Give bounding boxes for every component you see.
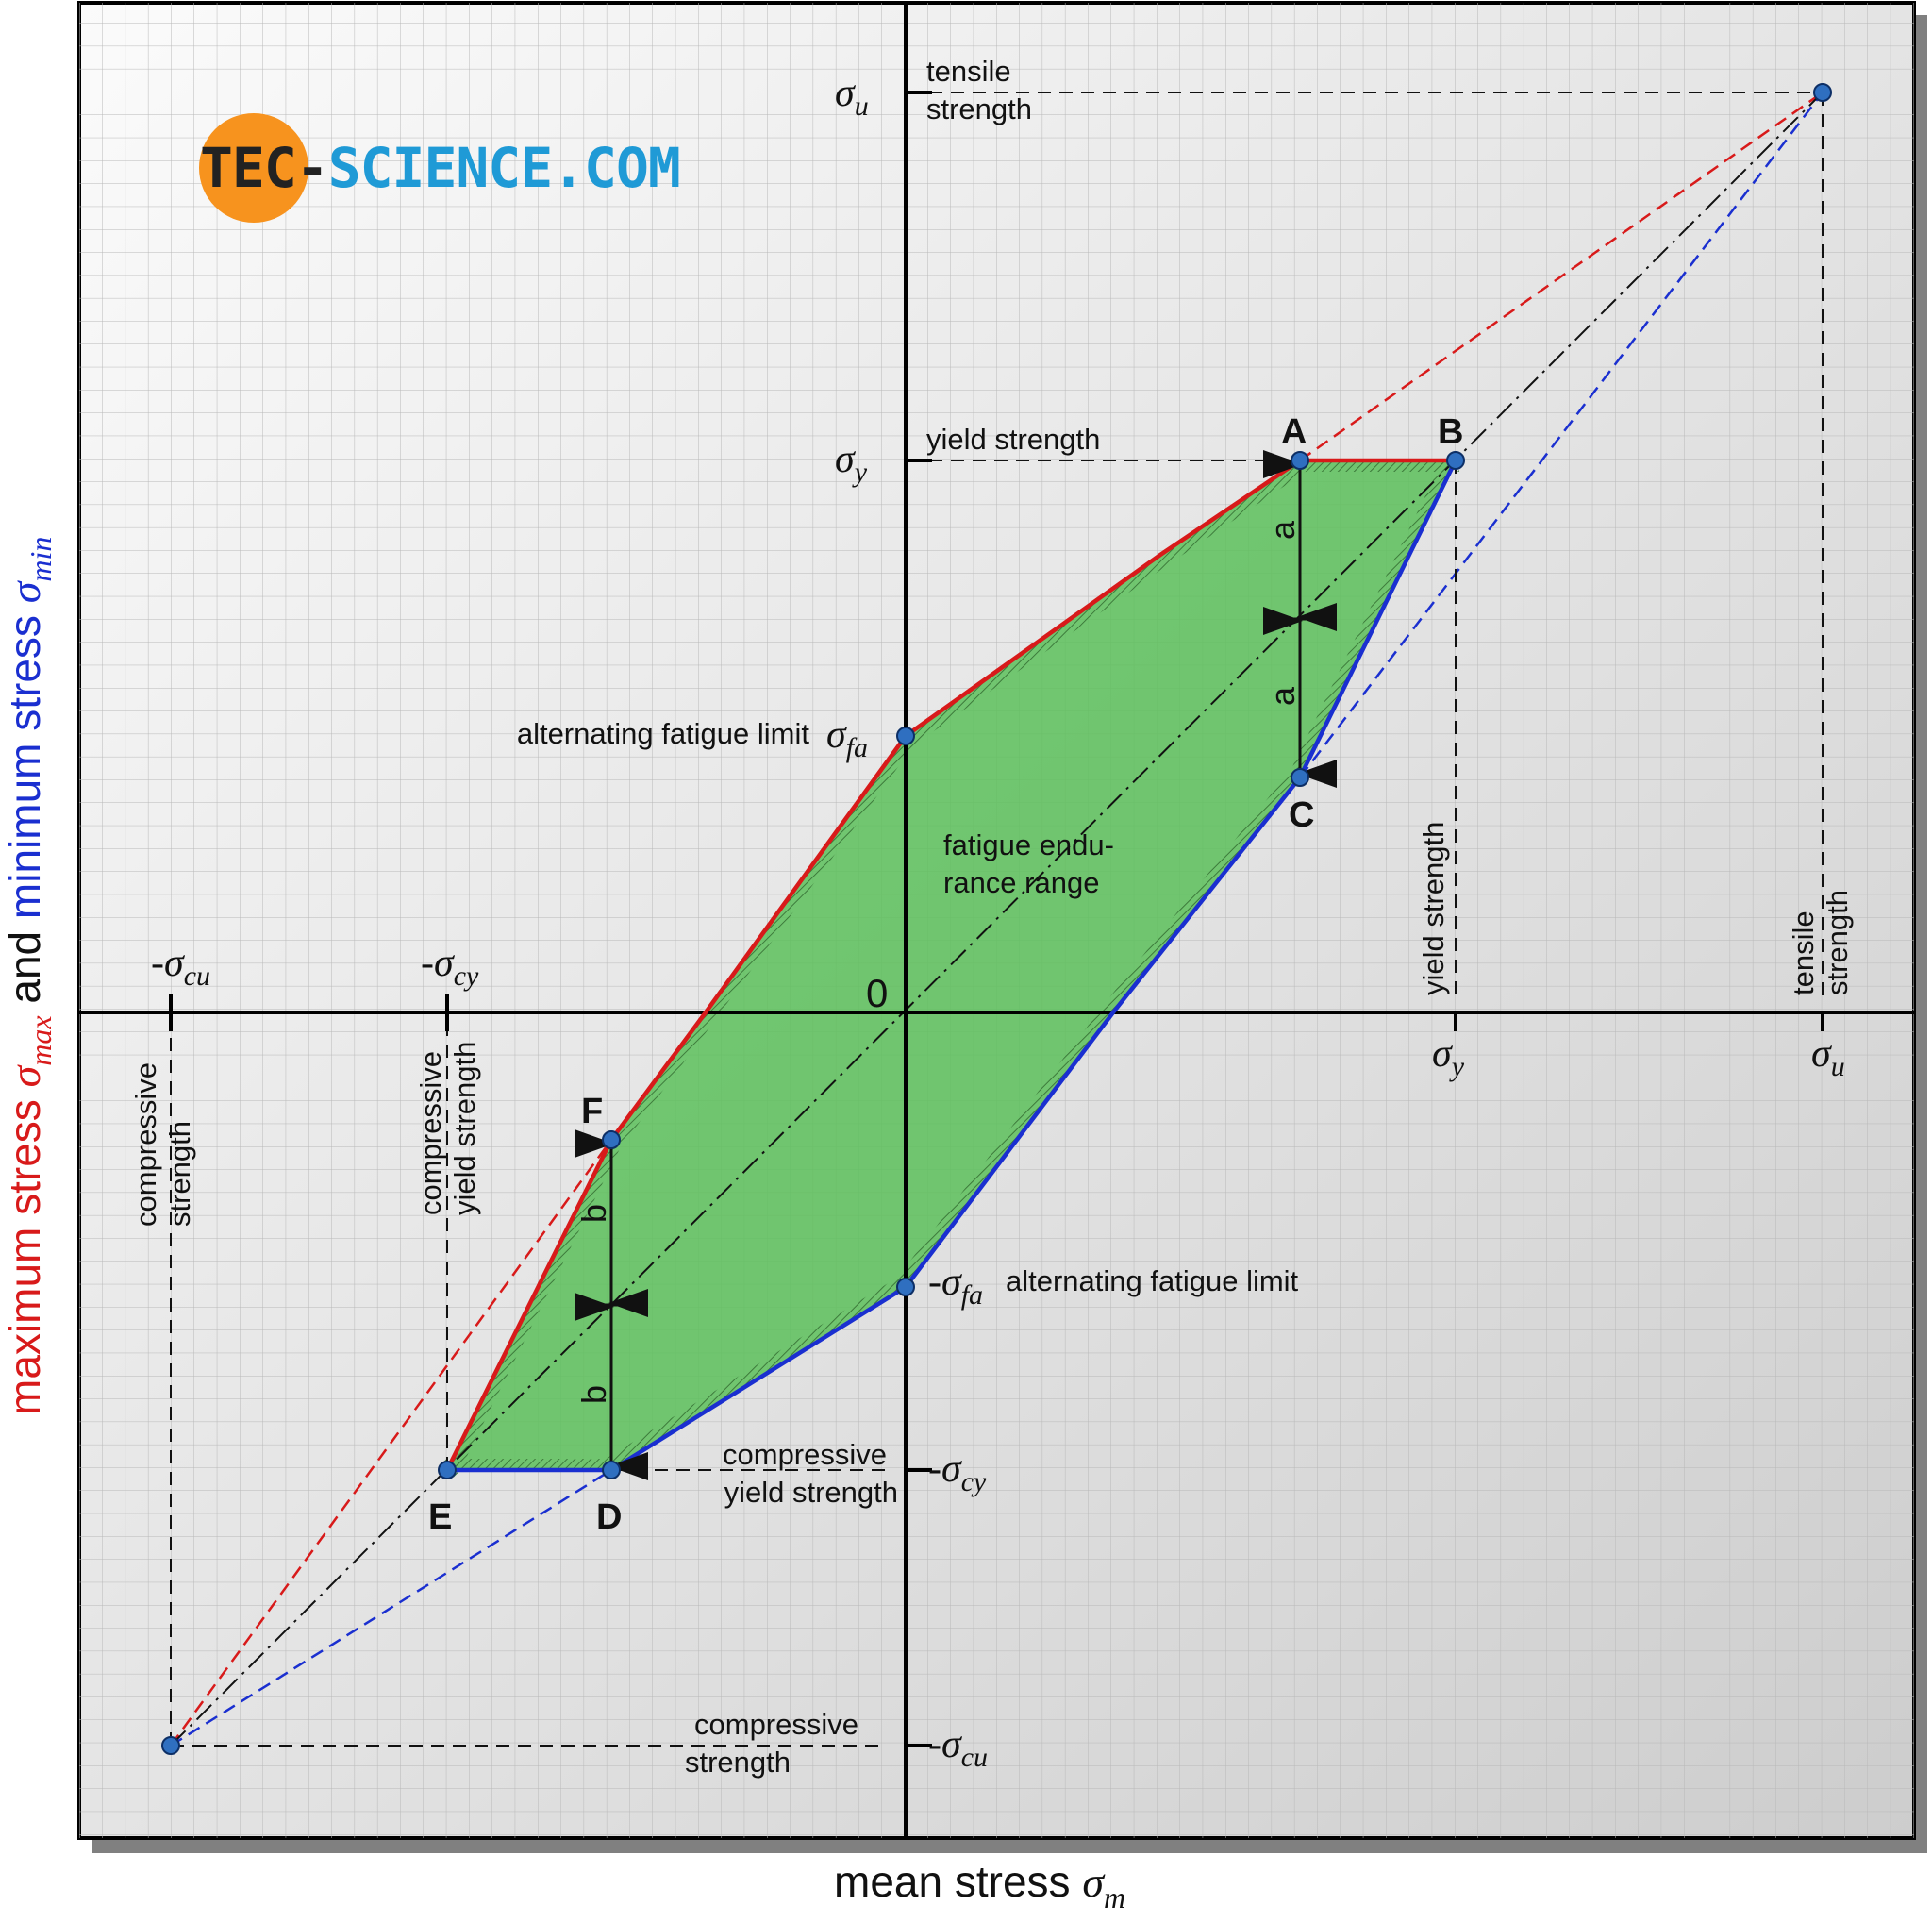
y-axis-title: maximum stress σmax and minimum stress σ… bbox=[0, 537, 58, 1415]
axis-ticks bbox=[169, 91, 1824, 1747]
x-axis-title: mean stress σm bbox=[834, 1857, 1125, 1914]
region-label-1: fatigue endu- bbox=[943, 828, 1114, 861]
max-extension-lower bbox=[169, 1139, 613, 1747]
point-A bbox=[1291, 451, 1309, 470]
y-tick-sigma-u: σu bbox=[835, 72, 869, 122]
x-tick-sigma-y: σy bbox=[1432, 1032, 1465, 1082]
y-tick-neg-sigma-cy: -σcy bbox=[928, 1447, 987, 1497]
y-tick-compressive-strength-2: strength bbox=[685, 1746, 791, 1779]
point-label-B: B bbox=[1438, 412, 1463, 452]
dimension-b-upper: b bbox=[575, 1204, 613, 1223]
y-tick-neg-alternating-fatigue-limit: alternating fatigue limit bbox=[1006, 1264, 1299, 1297]
x-tick-tensile-strength-1: tensile bbox=[1787, 911, 1820, 995]
x-tick-yield-strength: yield strength bbox=[1417, 822, 1450, 995]
min-extension-upper bbox=[1299, 92, 1824, 778]
point-B bbox=[1446, 451, 1465, 470]
y-tick-tensile-strength-2: strength bbox=[926, 92, 1032, 125]
dimension-b-lower: b bbox=[575, 1385, 613, 1404]
point-label-E: E bbox=[428, 1497, 452, 1537]
y-tick-neg-sigma-cu: -σcu bbox=[928, 1723, 988, 1773]
y-tick-sigma-y: σy bbox=[835, 438, 868, 488]
y-tick-compressive-yield-2: yield strength bbox=[724, 1476, 898, 1509]
x-tick-compressive-yield-1: compressive bbox=[414, 1051, 447, 1215]
y-tick-neg-sigma-fa: -σfa bbox=[928, 1261, 983, 1311]
point-neg-sigma-fa bbox=[896, 1278, 915, 1296]
x-tick-tensile-strength-2: strength bbox=[1821, 890, 1854, 995]
x-tick-compressive-strength-2: strength bbox=[163, 1121, 196, 1227]
x-tick-neg-sigma-cy: -σcy bbox=[421, 942, 479, 992]
dimension-arrows bbox=[575, 450, 1337, 1480]
x-tick-sigma-u: σu bbox=[1811, 1032, 1845, 1082]
logo-text: TEC-SCIENCE.COM bbox=[200, 136, 680, 200]
region-label-2: rance range bbox=[943, 866, 1099, 899]
point-F bbox=[602, 1130, 621, 1149]
x-tick-neg-sigma-cu: -σcu bbox=[151, 942, 210, 992]
point-E bbox=[438, 1461, 457, 1479]
logo-circle bbox=[199, 113, 308, 223]
key-points bbox=[161, 83, 1832, 1755]
y-tick-sigma-fa: σfa bbox=[826, 713, 868, 763]
reference-lines bbox=[170, 92, 1824, 1747]
point-D bbox=[602, 1461, 621, 1479]
y-tick-tensile-strength-1: tensile bbox=[926, 55, 1011, 88]
tec-science-logo: TEC-SCIENCE.COM bbox=[199, 113, 681, 223]
y-tick-compressive-yield-1: compressive bbox=[723, 1438, 887, 1471]
point-label-D: D bbox=[596, 1497, 622, 1537]
max-extension-upper bbox=[1299, 91, 1824, 462]
point-sigma-fa bbox=[896, 727, 915, 745]
dimension-a-lower: a bbox=[1263, 686, 1302, 706]
origin-label: 0 bbox=[866, 971, 888, 1015]
y-tick-compressive-strength-1: compressive bbox=[694, 1708, 858, 1741]
x-tick-compressive-strength-1: compressive bbox=[129, 1062, 162, 1227]
point-tensile-strength bbox=[1813, 83, 1832, 102]
y-tick-yield-strength: yield strength bbox=[926, 423, 1100, 456]
point-compressive-strength bbox=[161, 1736, 180, 1755]
x-tick-compressive-yield-2: yield strength bbox=[448, 1042, 481, 1215]
y-tick-alternating-fatigue-limit: alternating fatigue limit bbox=[517, 717, 810, 750]
mean-stress-diagonal bbox=[170, 92, 1824, 1747]
dimension-a-upper: a bbox=[1263, 520, 1302, 540]
point-label-C: C bbox=[1289, 795, 1314, 835]
point-label-A: A bbox=[1281, 412, 1307, 452]
point-C bbox=[1291, 768, 1309, 787]
min-extension-lower bbox=[170, 1468, 612, 1747]
point-label-F: F bbox=[581, 1092, 603, 1131]
